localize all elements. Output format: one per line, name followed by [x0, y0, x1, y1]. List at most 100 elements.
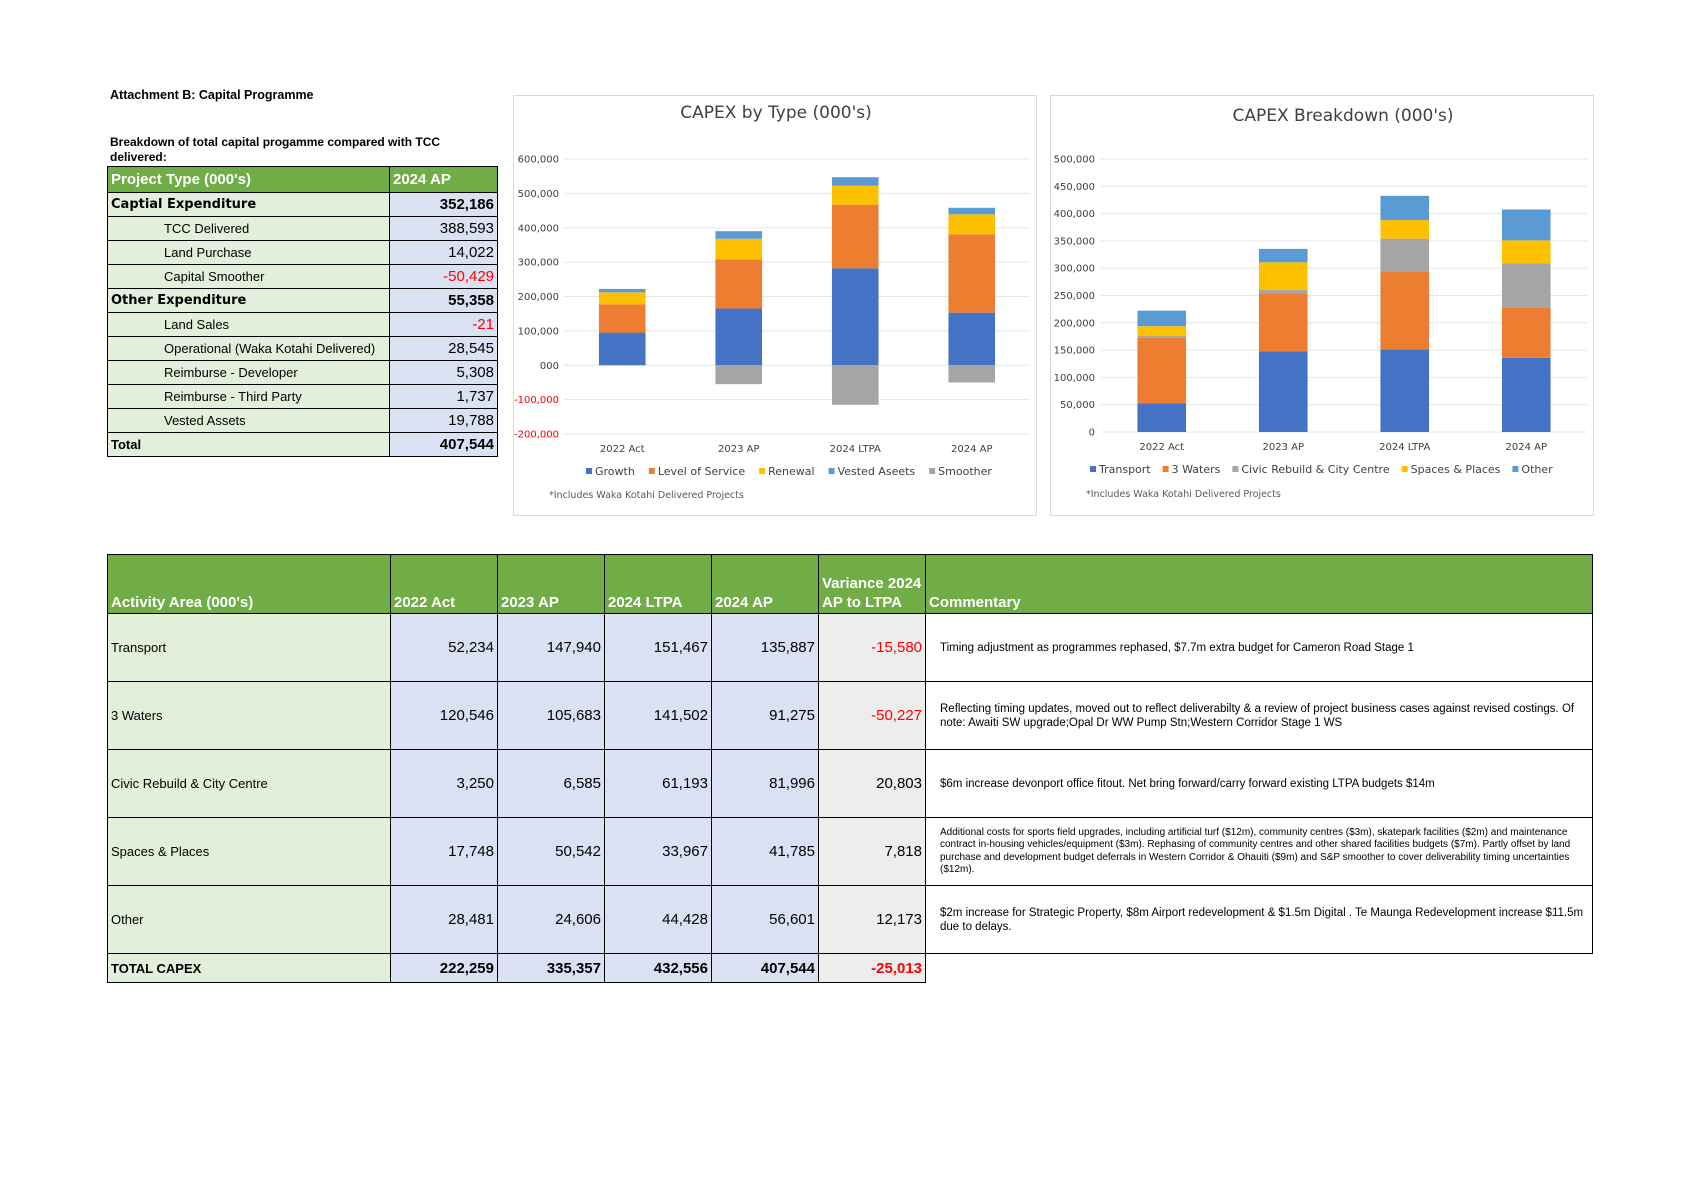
bar-segment	[1380, 195, 1430, 221]
bar-segment	[715, 308, 763, 366]
bar-segment	[1501, 357, 1551, 432]
summary-row-value: -21	[389, 312, 498, 337]
bar-segment	[598, 288, 646, 293]
x-category-label: 2024 LTPA	[830, 444, 881, 455]
summary-row: TCC Delivered 388,593	[107, 216, 498, 241]
x-category-label: 2022 Act	[1139, 442, 1184, 453]
summary-row: Land Purchase 14,022	[107, 240, 498, 265]
activity-variance: -15,580	[818, 613, 926, 682]
bar-segment	[1380, 272, 1430, 350]
y-tick-label: 200,000	[518, 292, 559, 303]
activity-header-commentary: Commentary	[925, 554, 1593, 614]
summary-row-label: Land Sales	[107, 312, 390, 337]
legend-label: Other	[1521, 463, 1553, 476]
y-tick-label: 150,000	[1054, 346, 1095, 357]
legend-swatch	[1512, 466, 1519, 472]
y-tick-label: 500,000	[518, 189, 559, 200]
summary-row-label: Vested Assets	[107, 408, 390, 433]
summary-header-2024-ap: 2024 AP	[389, 166, 498, 193]
activity-total-2023-ap: 335,357	[497, 953, 605, 983]
activity-commentary: $2m increase for Strategic Property, $8m…	[925, 885, 1593, 954]
summary-table: Project Type (000's) 2024 AP Captial Exp…	[107, 166, 498, 457]
summary-row: Operational (Waka Kotahi Delivered) 28,5…	[107, 336, 498, 361]
bar-segment	[948, 365, 996, 383]
activity-commentary: Reflecting timing updates, moved out to …	[925, 681, 1593, 750]
summary-row: Vested Assets 19,788	[107, 408, 498, 433]
bar-segment	[1501, 240, 1551, 264]
activity-total-row: TOTAL CAPEX 222,259 335,357 432,556 407,…	[107, 953, 1593, 983]
activity-total-blank	[926, 954, 1593, 983]
bar-segment	[831, 204, 879, 269]
bar-segment	[1258, 289, 1308, 294]
bar-segment	[831, 268, 879, 366]
summary-row-value: 5,308	[389, 360, 498, 385]
bar-segment	[1137, 326, 1187, 336]
y-tick-label: 0	[1089, 428, 1095, 439]
activity-2022-act: 52,234	[390, 613, 498, 682]
x-category-label: 2023 AP	[1263, 442, 1305, 453]
activity-2024-ap: 81,996	[711, 749, 819, 818]
activity-area: Transport	[107, 613, 391, 682]
activity-total-variance: -25,013	[818, 953, 926, 983]
activity-commentary: Additional costs for sports field upgrad…	[925, 817, 1593, 886]
summary-row: Captial Expenditure 352,186	[107, 192, 498, 217]
activity-row: Civic Rebuild & City Centre 3,250 6,585 …	[107, 749, 1593, 818]
summary-row-label: Reimburse - Third Party	[107, 384, 390, 409]
legend-swatch	[1401, 466, 1408, 472]
legend-label: Vested Aseets	[838, 465, 916, 478]
bar-segment	[715, 238, 763, 260]
summary-row: Land Sales -21	[107, 312, 498, 337]
bar-segment	[1137, 337, 1187, 404]
summary-row-value: -50,429	[389, 264, 498, 289]
legend-swatch	[759, 468, 766, 474]
summary-row-label: Reimburse - Developer	[107, 360, 390, 385]
summary-row-value: 352,186	[389, 192, 498, 217]
activity-area: Civic Rebuild & City Centre	[107, 749, 391, 818]
chart-note: *Includes Waka Kotahi Delivered Projects	[549, 490, 744, 501]
legend-swatch	[929, 468, 936, 474]
legend-label: 3 Waters	[1172, 463, 1221, 476]
capex-by-type-chart-panel: CAPEX by Type (000's) -200,000 -100,000 000…	[513, 95, 1037, 516]
legend-swatch	[1232, 466, 1239, 472]
y-tick-label: 000	[540, 361, 559, 372]
activity-header-2024-ap: 2024 AP	[711, 554, 819, 614]
activity-header-2024-ltpa: 2024 LTPA	[604, 554, 712, 614]
activity-total-2024-ltpa: 432,556	[604, 953, 712, 983]
activity-2024-ap: 56,601	[711, 885, 819, 954]
activity-2022-act: 28,481	[390, 885, 498, 954]
bar-segment	[598, 304, 646, 333]
chart-title: CAPEX by Type (000's)	[680, 103, 872, 123]
bar-segment	[1380, 220, 1430, 239]
y-tick-label: 50,000	[1060, 400, 1095, 411]
legend-swatch	[586, 468, 592, 474]
summary-row: Other Expenditure 55,358	[107, 288, 498, 313]
x-category-label: 2023 AP	[718, 444, 760, 455]
capex-breakdown-chart: CAPEX Breakdown (000's) 0 50,000 100,000 150…	[1054, 106, 1587, 500]
bar-segment	[948, 312, 996, 366]
legend-swatch	[828, 468, 835, 474]
y-tick-label: 100,000	[518, 326, 559, 337]
y-tick-label: -100,000	[514, 395, 559, 406]
activity-area: Other	[107, 885, 391, 954]
summary-total-row: Total 407,544	[107, 432, 498, 457]
activity-2022-act: 3,250	[390, 749, 498, 818]
y-tick-label: 250,000	[1054, 291, 1095, 302]
capex-by-type-chart: CAPEX by Type (000's) -200,000 -100,000 000…	[514, 103, 1030, 501]
bar-segment	[598, 332, 646, 366]
activity-header-area: Activity Area (000's)	[107, 554, 391, 614]
summary-row-value: 28,545	[389, 336, 498, 361]
y-tick-label: 100,000	[1054, 373, 1095, 384]
summary-row-label: Other Expenditure	[107, 288, 390, 313]
activity-2024-ltpa: 151,467	[604, 613, 712, 682]
y-tick-label: -200,000	[514, 430, 559, 441]
page-title: Attachment B: Capital Programme	[110, 88, 314, 102]
bar-segment	[1258, 262, 1308, 290]
activity-total-label: TOTAL CAPEX	[107, 953, 391, 983]
summary-row-value: 55,358	[389, 288, 498, 313]
activity-2024-ltpa: 141,502	[604, 681, 712, 750]
legend-label: Renewal	[768, 465, 814, 478]
activity-2024-ltpa: 44,428	[604, 885, 712, 954]
activity-area: 3 Waters	[107, 681, 391, 750]
activity-row: Spaces & Places 17,748 50,542 33,967 41,…	[107, 817, 1593, 886]
summary-row: Reimburse - Third Party 1,737	[107, 384, 498, 409]
